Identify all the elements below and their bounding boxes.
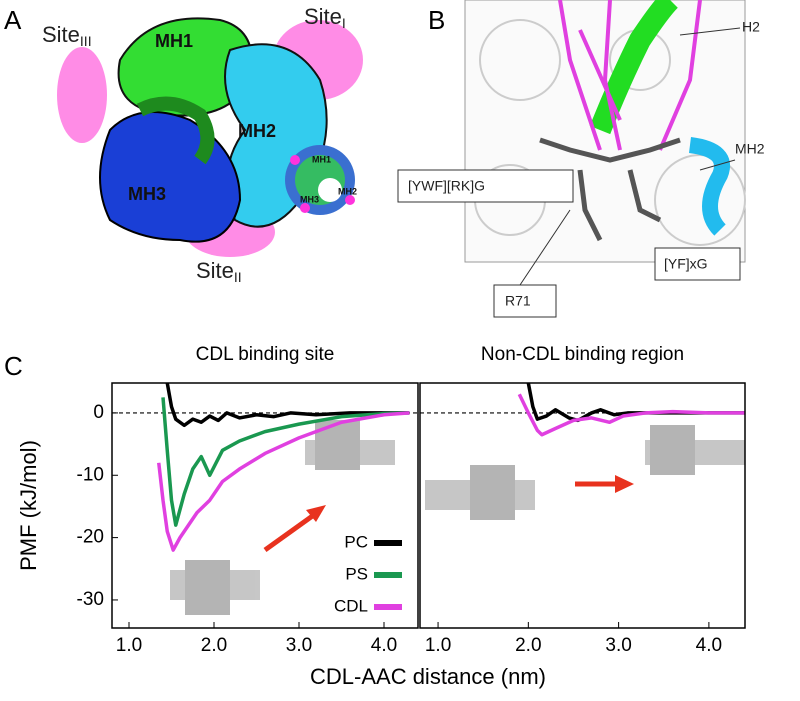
data-line <box>165 383 410 428</box>
helix-label: MH1 <box>155 31 193 51</box>
site-sub: I <box>342 15 346 31</box>
x-tick-label: 1.0 <box>425 635 451 656</box>
protein-render <box>57 17 363 257</box>
x-tick-label: 4.0 <box>696 635 722 656</box>
panel-label: C <box>4 351 23 381</box>
x-tick-label: 3.0 <box>605 635 631 656</box>
panel-label: A <box>4 5 22 35</box>
y-axis-label: PMF (kJ/mol) <box>16 440 41 571</box>
callout-lines <box>519 27 741 286</box>
chart-title: Non-CDL binding region <box>481 344 684 365</box>
structure-render <box>464 0 746 263</box>
y-tick-label: -30 <box>77 589 104 610</box>
x-tick-label: 2.0 <box>201 635 227 656</box>
chart-title: CDL binding site <box>196 344 335 365</box>
site-sub: III <box>80 33 92 49</box>
callout-label: [YF]xG <box>664 256 708 272</box>
helix-label: MH3 <box>128 184 166 204</box>
data-line <box>517 393 745 437</box>
plot-frame <box>419 382 746 629</box>
plot-frame <box>111 382 419 629</box>
site-base: Site <box>42 22 80 47</box>
site-label: SiteII <box>196 258 242 285</box>
x-tick-label: 3.0 <box>286 635 312 656</box>
callout-box <box>397 169 574 203</box>
data-line <box>157 411 410 552</box>
callout-box <box>654 247 741 281</box>
callout-label: R71 <box>505 293 531 309</box>
site-base: Site <box>196 258 234 283</box>
x-tick-label: 2.0 <box>515 635 541 656</box>
y-tick-label: 0 <box>93 402 104 423</box>
legend-label: PC <box>344 532 368 551</box>
callout-label: MH2 <box>735 141 765 157</box>
callout-label: [YWF][RK]G <box>408 178 485 194</box>
site-base: Site <box>304 4 342 29</box>
site-label: SiteIII <box>42 22 92 49</box>
x-tick-label: 4.0 <box>371 635 397 656</box>
data-line <box>161 397 410 527</box>
legend-label: PS <box>345 564 368 583</box>
site-label: SiteI <box>304 4 346 31</box>
callout-label: H2 <box>742 19 760 35</box>
x-axis-label: CDL-AAC distance (nm) <box>310 664 546 689</box>
site-sub: II <box>234 269 242 285</box>
helix-label: MH2 <box>238 121 276 141</box>
arrows <box>263 475 634 553</box>
callout-box <box>493 284 557 318</box>
x-tick-label: 1.0 <box>116 635 142 656</box>
membrane-render <box>170 420 745 615</box>
legend-label: CDL <box>334 596 368 615</box>
inset-label: MH3 <box>300 194 319 204</box>
y-tick-label: -10 <box>77 464 104 485</box>
panel-label: B <box>428 5 445 35</box>
inset-label: MH2 <box>338 186 357 196</box>
y-tick-label: -20 <box>77 527 104 548</box>
inset-label: MH1 <box>312 154 331 164</box>
